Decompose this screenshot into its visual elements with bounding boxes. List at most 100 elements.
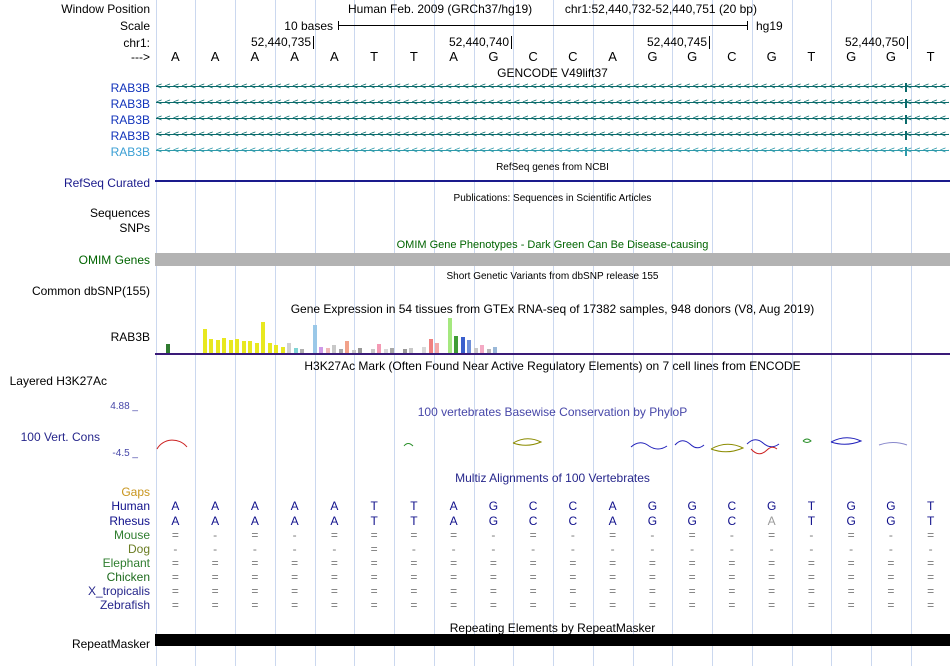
align-row-label[interactable]: Human [111,499,150,513]
dna-base: G [647,49,658,64]
cons-track-label[interactable]: 100 Vert. Cons [20,430,100,444]
gene-model[interactable]: <<<<<<<<<<<<<<<<<<<<<<<<<<<<<<<<<<<<<<<<… [156,96,949,110]
gene-label[interactable]: RAB3B [110,113,150,127]
gtex-bar[interactable] [384,349,388,353]
refseq-gene-line[interactable] [155,180,950,182]
gtex-bar[interactable] [235,339,239,353]
gtex-bar[interactable] [377,344,381,353]
gtex-bar[interactable] [319,347,323,353]
cons-wiggle [750,446,778,455]
gtex-bar[interactable] [339,349,343,353]
gtex-bar[interactable] [242,341,246,353]
grid-line [513,0,515,666]
align-row-label[interactable]: Gaps [121,485,150,499]
gtex-bar[interactable] [326,348,330,353]
dna-base: G [488,49,499,64]
gtex-bar[interactable] [209,339,213,353]
gtex-bar[interactable] [461,337,465,353]
gtex-bar[interactable] [166,344,170,353]
gtex-bar[interactable] [274,345,278,353]
gtex-bar[interactable] [222,338,226,353]
align-row-label[interactable]: X_tropicalis [87,584,150,598]
gtex-bar[interactable] [287,343,291,353]
align-mark: = [291,556,299,570]
gtex-bar[interactable] [448,318,452,353]
scale-bar [338,21,748,30]
align-mark: = [370,598,378,612]
gtex-bar[interactable] [493,347,497,353]
gene-model[interactable]: <<<<<<<<<<<<<<<<<<<<<<<<<<<<<<<<<<<<<<<<… [156,128,949,142]
gtex-bar[interactable] [422,347,426,353]
align-mark: - [729,542,734,556]
align-mark: = [330,598,338,612]
align-row-label[interactable]: Zebrafish [99,598,150,612]
snps-track-label[interactable]: SNPs [119,221,150,235]
align-mark: = [807,556,815,570]
align-mark: - [332,542,337,556]
align-row-label[interactable]: Rhesus [109,514,150,528]
gtex-bar[interactable] [203,329,207,353]
dna-base: A [290,49,299,64]
gtex-bar[interactable] [371,349,375,353]
gene-label[interactable]: RAB3B [110,129,150,143]
gene-exon-tick [905,83,907,92]
gtex-bar[interactable] [474,348,478,353]
align-mark: - [729,528,734,542]
repeatmasker-bar[interactable] [155,634,950,646]
gene-model[interactable]: <<<<<<<<<<<<<<<<<<<<<<<<<<<<<<<<<<<<<<<<… [156,112,949,126]
gtex-bar[interactable] [268,343,272,353]
omim-gene-bar[interactable] [155,253,950,266]
omim-track-label[interactable]: OMIM Genes [78,253,150,267]
gtex-bar[interactable] [248,341,252,353]
refseq-track-label[interactable]: RefSeq Curated [63,176,150,190]
align-base: G [886,499,896,513]
gene-label[interactable]: RAB3B [110,97,150,111]
gene-label[interactable]: RAB3B [110,81,150,95]
gtex-gene-label[interactable]: RAB3B [110,330,150,344]
gtex-bar[interactable] [294,348,298,353]
gtex-bar[interactable] [358,348,362,353]
gtex-bar[interactable] [281,347,285,353]
cons-wiggle [710,443,745,453]
gtex-bar[interactable] [300,349,304,353]
gtex-bar[interactable] [261,322,265,353]
align-mark: = [609,570,617,584]
gtex-bar[interactable] [409,348,413,353]
dbsnp-track-label[interactable]: Common dbSNP(155) [31,284,150,298]
align-mark: - [849,542,854,556]
align-row-label[interactable]: Dog [127,542,150,556]
align-mark: = [688,556,696,570]
repeatmasker-track-label[interactable]: RepeatMasker [71,637,150,651]
gtex-bar[interactable] [403,349,407,353]
gtex-bar[interactable] [255,343,259,353]
gtex-bar[interactable] [435,343,439,353]
gene-model[interactable]: <<<<<<<<<<<<<<<<<<<<<<<<<<<<<<<<<<<<<<<<… [156,80,949,94]
h3k27ac-track-label[interactable]: Layered H3K27Ac [9,374,107,388]
gene-model[interactable]: <<<<<<<<<<<<<<<<<<<<<<<<<<<<<<<<<<<<<<<<… [156,144,949,158]
gene-label[interactable]: RAB3B [110,145,150,159]
cons-wiggle [802,438,812,443]
align-mark: = [291,584,299,598]
gtex-bar[interactable] [216,340,220,353]
gtex-bar[interactable] [390,348,394,353]
gtex-bar[interactable] [313,325,317,353]
gtex-bar[interactable] [352,350,356,353]
align-row-label[interactable]: Elephant [102,556,150,570]
gtex-bar[interactable] [332,345,336,353]
align-row-label[interactable]: Chicken [106,570,150,584]
gtex-bar[interactable] [229,340,233,353]
gtex-bar[interactable] [345,341,349,353]
gtex-bar[interactable] [467,340,471,353]
gtex-bar[interactable] [429,339,433,353]
align-base: G [488,499,499,513]
align-mark: = [330,528,338,542]
gene-exon-tick [905,99,907,108]
sequences-track-label[interactable]: Sequences [89,206,150,220]
align-row-label[interactable]: Mouse [113,528,150,542]
gtex-bar[interactable] [480,345,484,353]
gtex-baseline[interactable] [155,353,950,355]
gtex-bar[interactable] [487,349,491,353]
cons-wiggle [674,440,705,449]
gtex-bar[interactable] [454,336,458,353]
